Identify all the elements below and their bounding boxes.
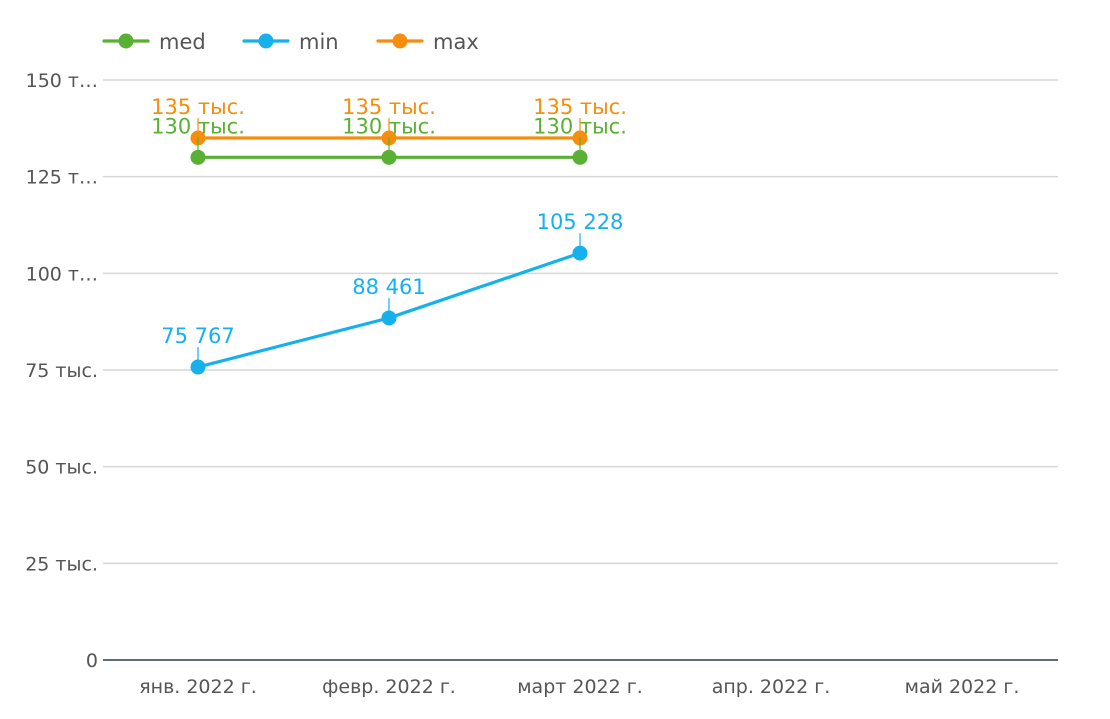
y-tick-label: 150 т… (26, 70, 98, 92)
data-point-med[interactable] (381, 149, 397, 165)
data-point-med[interactable] (572, 149, 588, 165)
legend-marker-max (392, 33, 408, 49)
data-point-min[interactable] (381, 310, 397, 326)
data-label-min: 75 767 (161, 324, 234, 348)
grid (103, 79, 1058, 565)
legend-marker-med (118, 33, 134, 49)
legend-marker-min (258, 33, 274, 49)
y-tick-label: 25 тыс. (25, 553, 98, 575)
axes: 0 25 тыс. 50 тыс. 75 тыс. 100 т… 125 т… 150 т…… (25, 70, 1058, 698)
series-med (190, 149, 588, 165)
data-label-max: 135 тыс. (342, 95, 436, 119)
data-label-min: 88 461 (352, 275, 425, 299)
legend-item-med[interactable]: med (102, 30, 206, 54)
data-point-min[interactable] (190, 359, 206, 375)
data-point-min[interactable] (572, 245, 588, 261)
legend[interactable]: med min max (102, 30, 479, 54)
y-tick-label: 75 тыс. (25, 360, 98, 382)
x-tick-label: апр. 2022 г. (712, 676, 831, 698)
data-label-max: 135 тыс. (533, 95, 627, 119)
x-tick-label: янв. 2022 г. (139, 676, 257, 698)
y-tick-label: 125 т… (26, 167, 98, 189)
series (190, 130, 588, 375)
data-label-max: 135 тыс. (151, 95, 245, 119)
y-tick-label: 50 тыс. (25, 457, 98, 479)
x-tick-label: май 2022 г. (905, 676, 1020, 698)
data-label-min: 105 228 (537, 210, 624, 234)
legend-item-min[interactable]: min (242, 30, 339, 54)
data-point-med[interactable] (190, 149, 206, 165)
y-tick-label: 0 (86, 650, 98, 672)
legend-item-max[interactable]: max (376, 30, 479, 54)
legend-label: max (433, 30, 479, 54)
legend-label: med (159, 30, 206, 54)
x-tick-label: февр. 2022 г. (322, 676, 456, 698)
legend-label: min (299, 30, 339, 54)
series-min (190, 245, 588, 375)
x-tick-label: март 2022 г. (517, 676, 643, 698)
y-tick-label: 100 т… (26, 263, 98, 285)
